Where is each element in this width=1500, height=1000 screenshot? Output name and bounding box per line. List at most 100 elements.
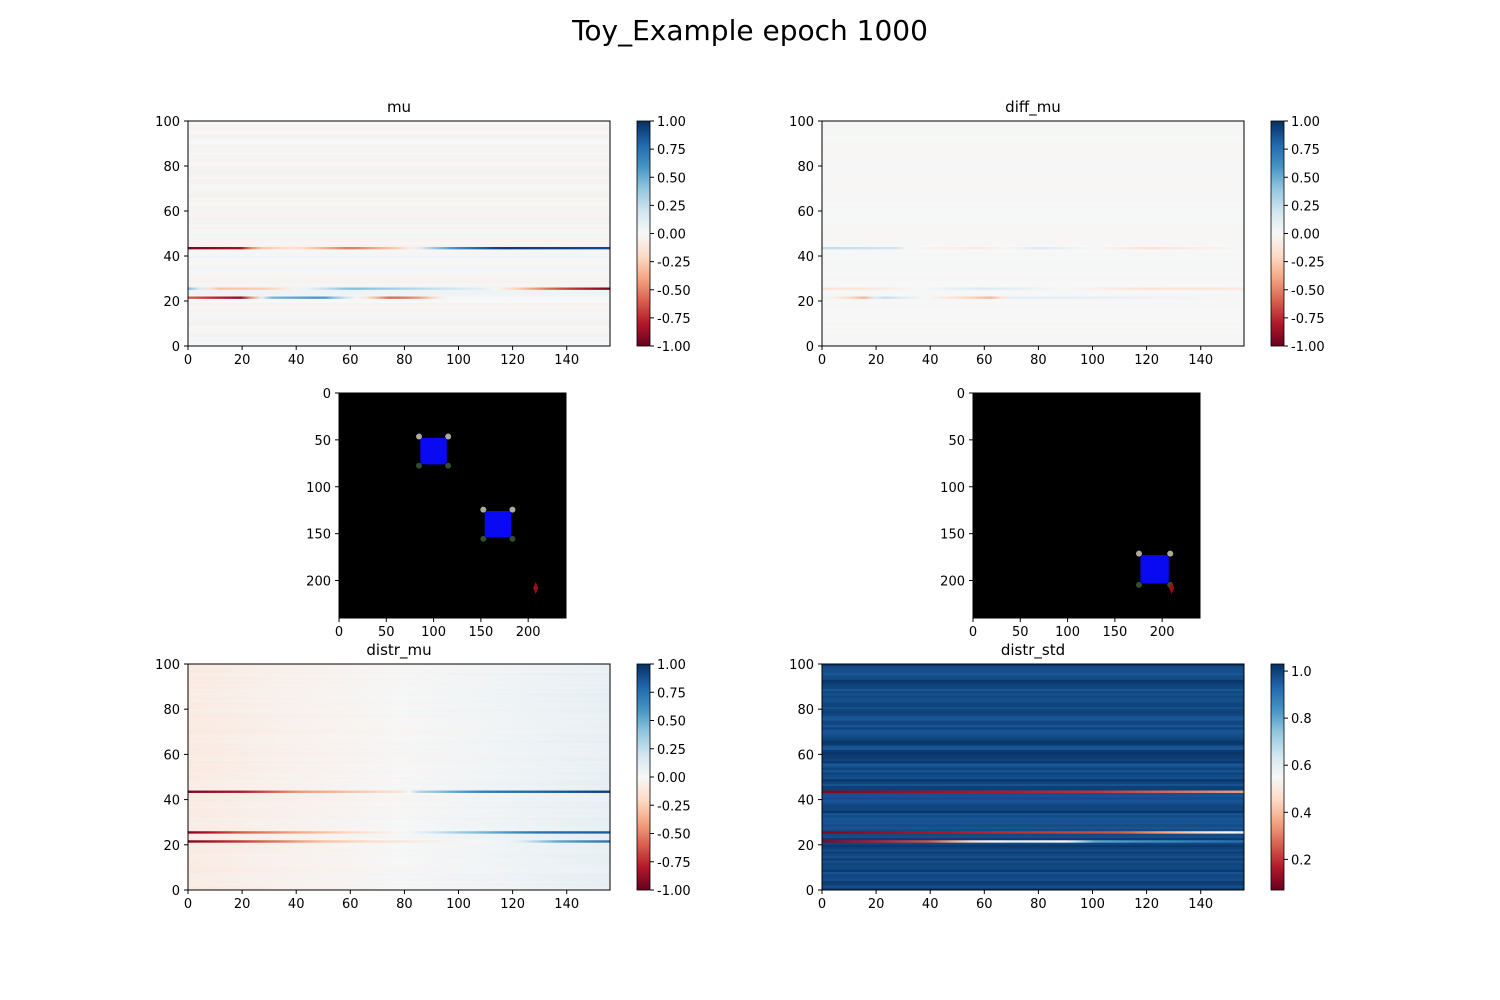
mu-bg-row [188,312,610,315]
diff_mu-bg-row [822,332,1244,336]
image_left-agent [484,511,512,538]
distr_mu-xtick-label: 0 [184,897,192,912]
diff_mu-bg-row [822,341,1244,345]
distr_std-bg-row [822,711,1244,715]
diff_mu-colorbar-label: -0.50 [1291,284,1325,299]
distr_mu-bg-row [188,711,610,715]
distr_std-bg-row [822,777,1244,780]
mu-xtick-label: 100 [446,353,471,368]
mu-bg-row [188,217,610,221]
mu-colorbar-label: -1.00 [657,340,691,355]
mu-bg-row [188,215,610,219]
distr_std-bg-row [822,709,1244,712]
distr_mu-bg-row [188,783,610,787]
mu-bg-row [188,332,610,336]
distr_mu-bg-row [188,691,610,694]
distr_std-bg-row [822,765,1244,769]
distr_std-bg-row [822,761,1244,764]
distr_std-bg-row [822,763,1244,767]
image_right-xtick-label: 100 [1055,625,1080,640]
distr_mu-bg-row [188,749,610,753]
distr_std-bg-row [822,749,1244,753]
mu-bg-row [188,249,610,252]
diff_mu-bg-row [822,294,1244,297]
distr_mu-bg-row [188,795,610,798]
mu-bg-row [188,274,610,277]
mu-bg-row [188,125,610,129]
distr_mu-xtick-label: 140 [554,897,579,912]
image_left-frame [338,392,567,619]
diff_mu-bg-row [822,188,1244,192]
diff_mu-xtick-label: 60 [976,353,993,368]
image_left-rotor [416,462,423,469]
distr_mu-bg-row [188,817,610,821]
mu-xtick-label: 140 [554,353,579,368]
diff_mu-bg-row [822,159,1244,162]
mu-bg-row [188,280,610,284]
mu-bg-row [188,202,610,205]
distr_std-ytick-label: 0 [806,884,814,899]
mu-xtick-label: 60 [342,353,359,368]
diff_mu-bg-row [822,222,1244,225]
distr_mu-bg-row [188,808,610,812]
image_left-ytick-label: 50 [314,434,331,449]
distr_mu-bg-row [188,828,610,832]
mu-bg-row [188,289,610,293]
distr_mu-bg-row [188,731,610,735]
diff_mu-bg-row [822,148,1244,151]
distr_std-bg-row [822,865,1244,868]
distr_std-bg-row [822,722,1244,726]
diff_mu-bg-row [822,280,1244,284]
distr_std-bg-row [822,673,1244,676]
distr_mu-bg-row [188,856,610,859]
distr_std-bg-row [822,686,1244,690]
mu-bg-row [188,321,610,324]
distr_mu-feature-row [188,831,610,834]
diff_mu-bg-row [822,267,1244,270]
diff_mu-bg-row [822,136,1244,140]
distr_std-feature-row [822,831,1244,834]
diff_mu-bg-row [822,235,1244,239]
distr_std-bg-row [822,718,1244,721]
diff_mu-bg-row [822,339,1244,342]
diff_mu-bg-row [822,166,1244,169]
mu-bg-row [188,127,610,131]
distr_mu-colorbar-label: -0.25 [657,799,691,814]
diff_mu-bg-row [822,215,1244,219]
diff_mu-bg-row [822,226,1244,230]
distr_mu-bg-row [188,822,610,825]
figure-title: Toy_Example epoch 1000 [572,14,928,47]
distr_mu-ytick-label: 40 [163,794,180,809]
mu-frame [187,120,611,347]
distr_std-bg-row [822,878,1244,882]
distr_std-ytick-label: 80 [797,703,814,718]
distr_mu-bg-row [188,874,610,877]
diff_mu-colorbar-label: -0.75 [1291,312,1325,327]
distr_mu-title: distr_mu [366,641,431,660]
distr_mu-bg-row [188,761,610,764]
mu-bg-row [188,186,610,189]
distr_mu-bg-row [188,727,610,731]
distr_mu-colorbar-label: 0.00 [657,771,686,786]
mu-colorbar-label: -0.50 [657,284,691,299]
diff_mu-colorbar-label: -0.25 [1291,256,1325,271]
diff_mu-bg-row [822,321,1244,324]
diff_mu-bg-row [822,316,1244,320]
distr_mu-bg-row [188,838,610,841]
distr_std-bg-row [822,797,1244,801]
distr_mu-xtick-label: 40 [288,897,305,912]
image_right-background [973,393,1200,618]
mu-bg-row [188,130,610,133]
diff_mu-bg-row [822,233,1244,237]
mu-bg-row [188,224,610,228]
mu-bg-row [188,240,610,243]
distr_mu-ytick-label: 100 [155,658,180,673]
distr_mu-bg-row [188,777,610,780]
distr_mu-bg-row [188,752,610,755]
diff_mu-feature-row [822,296,1244,299]
mu-bg-row [188,163,610,167]
distr_std-bg-row [822,808,1244,812]
mu-bg-row [188,269,610,273]
distr_std-bg-row [822,720,1244,724]
distr_std-colorbar-label: 1.0 [1291,665,1312,680]
